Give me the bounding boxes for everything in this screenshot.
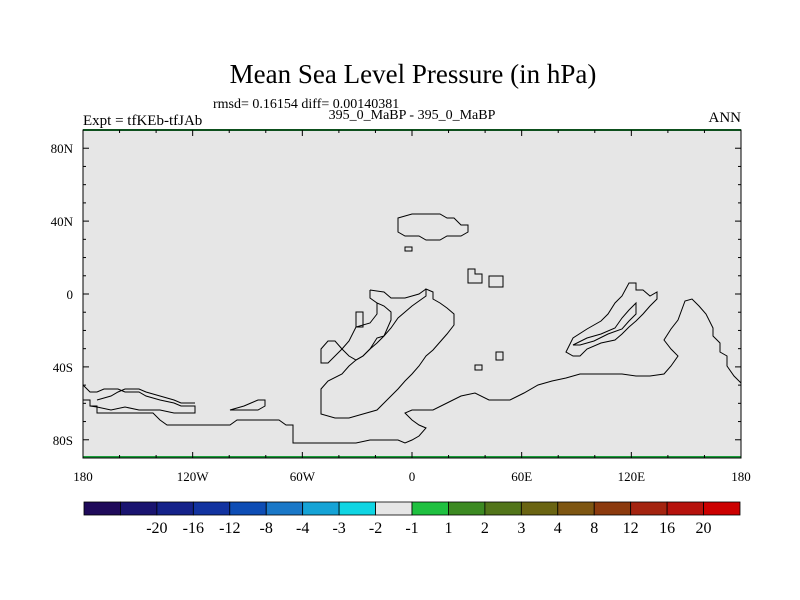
y-tick-label: 40S xyxy=(53,360,73,375)
colorbar-swatch xyxy=(192,501,231,516)
colorbar-swatch xyxy=(593,501,632,516)
europe-outline xyxy=(397,213,469,241)
colorbar-swatch xyxy=(265,501,304,516)
x-tick-label: 0 xyxy=(409,469,416,484)
colorbar-swatch xyxy=(448,501,486,516)
colorbar-label: -2 xyxy=(369,520,382,537)
mediterranean-island-2 xyxy=(467,268,483,284)
colorbar-label: 20 xyxy=(696,520,712,537)
y-tick-label: 40N xyxy=(51,214,74,229)
pacific-contour xyxy=(565,282,658,357)
colorbar-label: -1 xyxy=(405,520,418,537)
case-label: 395_0_MaBP - 395_0_MaBP xyxy=(329,108,496,123)
colorbar-label: 3 xyxy=(517,520,525,537)
antarctica-coastline xyxy=(83,298,742,444)
y-tick-label: 80S xyxy=(53,433,73,448)
x-tick-label: 180 xyxy=(73,469,93,484)
colorbar-swatch xyxy=(120,501,158,516)
colorbar-swatch xyxy=(484,501,522,516)
colorbar-swatch xyxy=(338,501,376,516)
colorbar-label: 2 xyxy=(481,520,489,537)
colorbar-swatch xyxy=(375,501,413,516)
antarctic-peninsula-outline xyxy=(96,388,195,404)
x-tick-label: 60E xyxy=(511,469,532,484)
colorbar-label: 4 xyxy=(554,520,562,537)
colorbar: -20 -16 -12 -8 -4 -3 -2 -1 1 2 3 4 8 12 16 20 xyxy=(83,501,741,537)
y-tick-label: 80N xyxy=(51,141,74,156)
colorbar-swatch xyxy=(411,501,449,516)
indian-ocean-island-1 xyxy=(474,364,483,371)
pacific-inner-contour xyxy=(572,301,637,346)
x-tick-label: 120E xyxy=(618,469,646,484)
colorbar-label: -3 xyxy=(332,520,345,537)
colorbar-swatch xyxy=(156,501,194,516)
colorbar-swatch xyxy=(666,501,704,516)
y-tick-label: 0 xyxy=(67,287,74,302)
colorbar-swatch xyxy=(83,501,121,516)
antarctica-inner-outline xyxy=(82,384,196,414)
chart-title: Mean Sea Level Pressure (in hPa) xyxy=(230,59,597,89)
map-axes: 180 120W 60W 0 60E 120E 180 80N 40N 0 40S 80S xyxy=(51,130,751,484)
colorbar-label: -8 xyxy=(260,520,273,537)
x-tick-label: 180 xyxy=(731,469,751,484)
colorbar-label: 12 xyxy=(623,520,639,537)
colorbar-label: 8 xyxy=(590,520,598,537)
colorbar-label: -16 xyxy=(183,520,204,537)
x-tick-label: 60W xyxy=(290,469,316,484)
west-african-island xyxy=(355,311,364,328)
colorbar-label: 1 xyxy=(444,520,452,537)
colorbar-swatch xyxy=(703,501,741,516)
colorbar-swatch xyxy=(630,501,668,516)
colorbar-swatch xyxy=(229,501,267,516)
x-tick-label: 120W xyxy=(177,469,210,484)
stats-text: rmsd= 0.16154 diff= 0.00140381 xyxy=(213,97,399,112)
season-label: ANN xyxy=(709,110,742,126)
arabia-island xyxy=(488,275,504,288)
experiment-label: Expt = tfKEb-tfJAb xyxy=(83,113,202,129)
colorbar-swatch xyxy=(520,501,559,516)
colorbar-swatch xyxy=(302,501,340,516)
colorbar-swatch xyxy=(557,501,595,516)
map-field-background xyxy=(83,130,741,458)
south-america-outline xyxy=(320,288,427,364)
colorbar-label: -12 xyxy=(219,520,240,537)
mediterranean-island-1 xyxy=(404,246,413,252)
indian-ocean-island-2 xyxy=(495,351,504,361)
colorbar-label: -4 xyxy=(296,520,309,537)
coastline-contours xyxy=(82,213,742,444)
south-atlantic-island xyxy=(229,399,266,411)
colorbar-label: 16 xyxy=(659,520,675,537)
colorbar-label: -20 xyxy=(146,520,167,537)
